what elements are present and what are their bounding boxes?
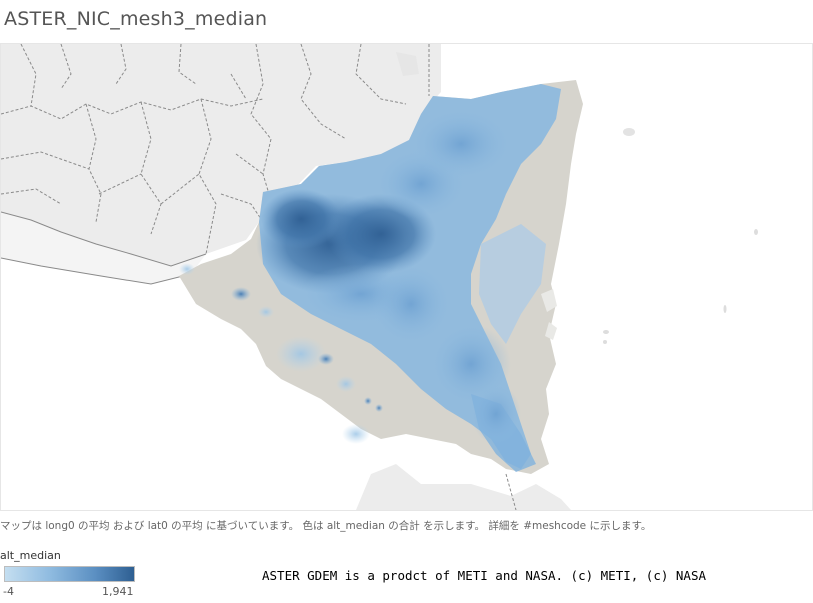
coastline <box>1 211 207 285</box>
highland-east-fringe <box>479 224 546 344</box>
page-title: ASTER_NIC_mesh3_median <box>4 8 268 30</box>
legend-color-ramp <box>4 566 135 582</box>
legend-max-label: 1,941 <box>102 585 134 598</box>
map-view[interactable] <box>0 43 813 511</box>
data-credit: ASTER GDEM is a prodct of METI and NASA.… <box>262 568 707 583</box>
legend-title: alt_median <box>0 549 61 562</box>
lakes <box>541 289 557 340</box>
legend-min-label: -4 <box>3 585 14 598</box>
map-caption: マップは long0 の平均 および lat0 の平均 に基づいています。 色は… <box>0 520 652 532</box>
elevation-layer <box>179 80 583 474</box>
admin-boundaries <box>1 44 517 510</box>
map-canvas[interactable] <box>1 44 812 510</box>
